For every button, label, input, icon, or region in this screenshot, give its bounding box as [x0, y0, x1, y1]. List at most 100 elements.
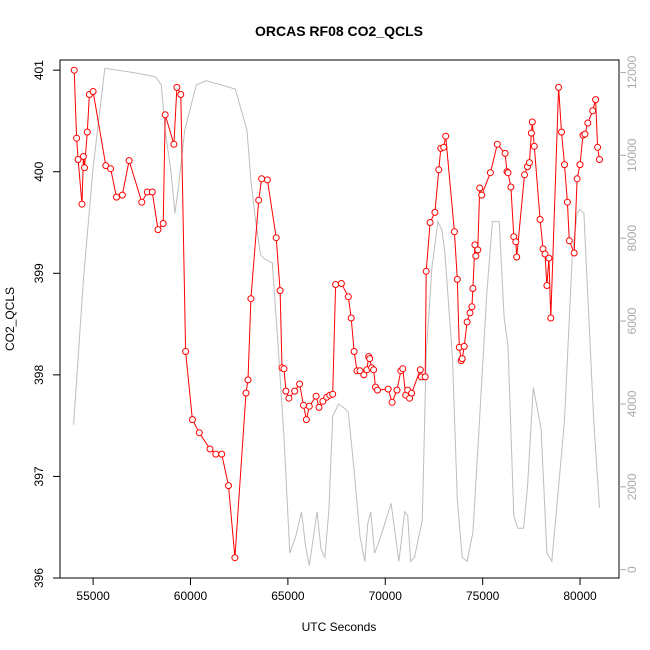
data-point	[507, 183, 515, 191]
plot-area	[59, 59, 620, 579]
data-point	[528, 118, 536, 126]
x-axis: 55000 60000 65000 70000 75000 80000	[76, 578, 597, 603]
data-point	[469, 285, 477, 292]
data-point	[195, 429, 203, 437]
data-point	[388, 398, 396, 406]
data-point	[543, 282, 551, 289]
data-point	[263, 176, 271, 184]
data-point	[393, 386, 401, 394]
data-point	[272, 234, 280, 242]
x-tick-label: 55000	[76, 589, 110, 603]
data-point	[329, 390, 337, 398]
data-point	[302, 416, 310, 424]
y-tick-label: 397	[32, 466, 46, 486]
data-point	[148, 188, 156, 196]
data-point	[563, 198, 571, 206]
data-point	[442, 132, 450, 140]
data-point	[107, 165, 115, 173]
data-point	[547, 314, 555, 322]
data-point	[589, 107, 597, 115]
data-point	[206, 445, 214, 453]
data-point	[244, 376, 252, 384]
data-point	[486, 169, 494, 177]
data-point	[138, 198, 146, 206]
data-point	[73, 134, 81, 142]
data-point	[78, 200, 86, 208]
x-tick-label: 80000	[563, 589, 597, 603]
data-point	[541, 250, 549, 258]
plot-frame	[59, 59, 620, 579]
data-point	[476, 184, 484, 192]
y2-tick-label: 12000	[625, 55, 639, 89]
y-tick-label: 401	[32, 60, 46, 80]
data-point	[125, 157, 133, 165]
y2-tick-label: 8000	[625, 225, 639, 252]
data-point	[504, 169, 512, 177]
data-point	[450, 228, 458, 236]
data-point	[212, 450, 220, 458]
chart-title: ORCAS RF08 CO2_QCLS	[255, 23, 423, 39]
data-point	[225, 482, 232, 490]
data-point	[584, 119, 592, 127]
data-point	[521, 171, 528, 179]
secondary-series-line	[73, 67, 600, 566]
data-point	[472, 252, 480, 260]
data-point	[596, 156, 603, 163]
data-point	[170, 140, 178, 148]
data-point	[315, 403, 323, 411]
data-point	[291, 387, 299, 395]
data-point	[468, 303, 476, 311]
data-point	[360, 371, 368, 379]
x-tick-label: 60000	[174, 589, 208, 603]
data-point	[408, 389, 416, 397]
y-tick-label: 396	[32, 568, 46, 588]
data-point	[312, 392, 320, 400]
data-point	[458, 355, 466, 363]
data-point	[296, 380, 304, 388]
y-axis: 396 397 398 399 400 401	[32, 60, 60, 588]
y2-tick-label: 4000	[625, 390, 639, 417]
data-point	[247, 295, 255, 303]
data-point	[347, 314, 355, 322]
x-tick-label: 75000	[466, 589, 500, 603]
data-point	[530, 142, 538, 150]
y2-tick-label: 2000	[625, 473, 639, 500]
data-point	[416, 366, 424, 374]
data-point	[561, 161, 568, 169]
data-point	[154, 226, 162, 234]
data-point	[319, 397, 327, 405]
data-point	[258, 175, 266, 183]
data-point	[182, 348, 190, 355]
secondary-series	[73, 67, 600, 566]
data-point	[512, 238, 520, 246]
data-point	[513, 253, 521, 261]
data-point	[344, 293, 352, 301]
data-point	[422, 267, 430, 275]
data-point	[536, 216, 544, 223]
data-point	[173, 83, 181, 91]
x-tick-label: 70000	[369, 589, 403, 603]
data-point	[463, 318, 471, 326]
data-point	[81, 164, 88, 172]
data-point	[374, 386, 381, 394]
data-point	[581, 130, 589, 138]
data-point	[255, 196, 263, 204]
y2-axis: 0 2000 4000 6000 8000 10000 12000	[619, 55, 639, 573]
data-point	[384, 385, 392, 393]
data-point	[426, 219, 434, 226]
y-tick-label: 399	[32, 263, 46, 283]
data-point	[493, 140, 501, 148]
data-point	[466, 309, 474, 317]
data-point	[276, 287, 284, 295]
data-point	[188, 416, 196, 424]
data-point	[471, 241, 479, 249]
data-point	[285, 394, 293, 402]
data-point	[242, 389, 250, 397]
data-point	[177, 91, 185, 98]
data-point	[231, 554, 239, 562]
data-point	[337, 280, 345, 287]
data-point	[570, 249, 578, 257]
data-point	[332, 281, 340, 288]
data-point	[594, 143, 602, 151]
x-axis-title: UTC Seconds	[302, 620, 377, 634]
